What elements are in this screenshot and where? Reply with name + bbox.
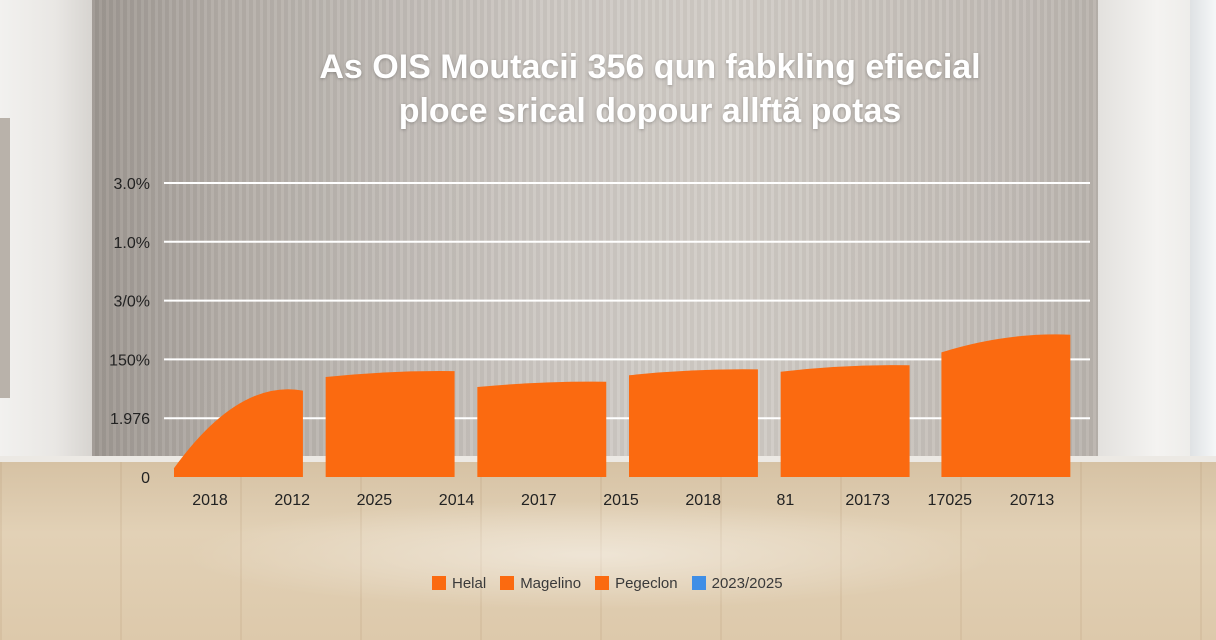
x-tick-label: 2015: [603, 492, 639, 509]
legend-item: 2023/2025: [691, 574, 783, 592]
legend-item: Pegeclon: [595, 575, 678, 592]
bar: [174, 389, 303, 477]
y-tick-label: 3.0%: [114, 176, 150, 193]
y-tick-label: 1.976: [110, 411, 150, 428]
bar: [780, 365, 910, 477]
x-tick-label: 2014: [439, 492, 475, 509]
y-tick-label: 0: [141, 470, 150, 487]
chart-title: As OIS Moutacii 356 qun fabkling efiecia…: [319, 48, 981, 86]
bar: [629, 369, 758, 477]
bar: [325, 371, 455, 477]
x-tick-label: 20173: [845, 492, 890, 509]
bar: [477, 381, 607, 477]
x-tick-label: 2012: [274, 492, 310, 509]
legend-label: 2023/2025: [711, 574, 783, 592]
legend-item: Magelino: [500, 575, 581, 592]
y-axis-tick-labels: 0 1.976 150% 3/0% 1.0% 3.0%: [109, 176, 150, 487]
baseboard: [0, 456, 1216, 464]
x-tick-label: 2018: [192, 492, 228, 509]
legend-item: Helal: [432, 575, 486, 592]
legend-swatch: [691, 576, 706, 590]
x-tick-label: 2017: [521, 492, 557, 509]
x-tick-label: 20713: [1010, 492, 1055, 509]
x-axis-tick-labels: 2018 2012 2025 2014 2017 2015 2018 81 20173 17025…: [192, 492, 1054, 509]
legend-swatch: [500, 576, 515, 590]
window-light: [1190, 0, 1216, 462]
y-tick-label: 1.0%: [114, 235, 150, 252]
chart-subtitle: ploce srical dopour allftã potas: [398, 92, 902, 130]
y-tick-label: 3/0%: [114, 294, 150, 311]
x-tick-label: 81: [777, 492, 795, 509]
x-tick-label: 17025: [928, 492, 973, 509]
wooden-floor: [0, 462, 1216, 640]
bars: [174, 334, 1071, 477]
grid-lines: [164, 182, 1090, 420]
y-tick-label: 150%: [109, 352, 150, 369]
x-tick-label: 2025: [357, 492, 393, 509]
x-tick-label: 2018: [685, 492, 721, 509]
legend-swatch: [595, 576, 610, 590]
floor-light-patch: [180, 500, 1000, 610]
legend-label: Pegeclon: [615, 574, 678, 592]
legend-swatch: [432, 576, 446, 590]
bar: [941, 334, 1071, 477]
legend: Helal Magelino Pegeclon 2023/2025: [432, 572, 783, 594]
left-pillar-shadow: [0, 118, 10, 398]
legend-label: Helal: [452, 574, 487, 592]
left-pillar: [0, 0, 92, 462]
legend-label: Magelino: [520, 574, 582, 592]
